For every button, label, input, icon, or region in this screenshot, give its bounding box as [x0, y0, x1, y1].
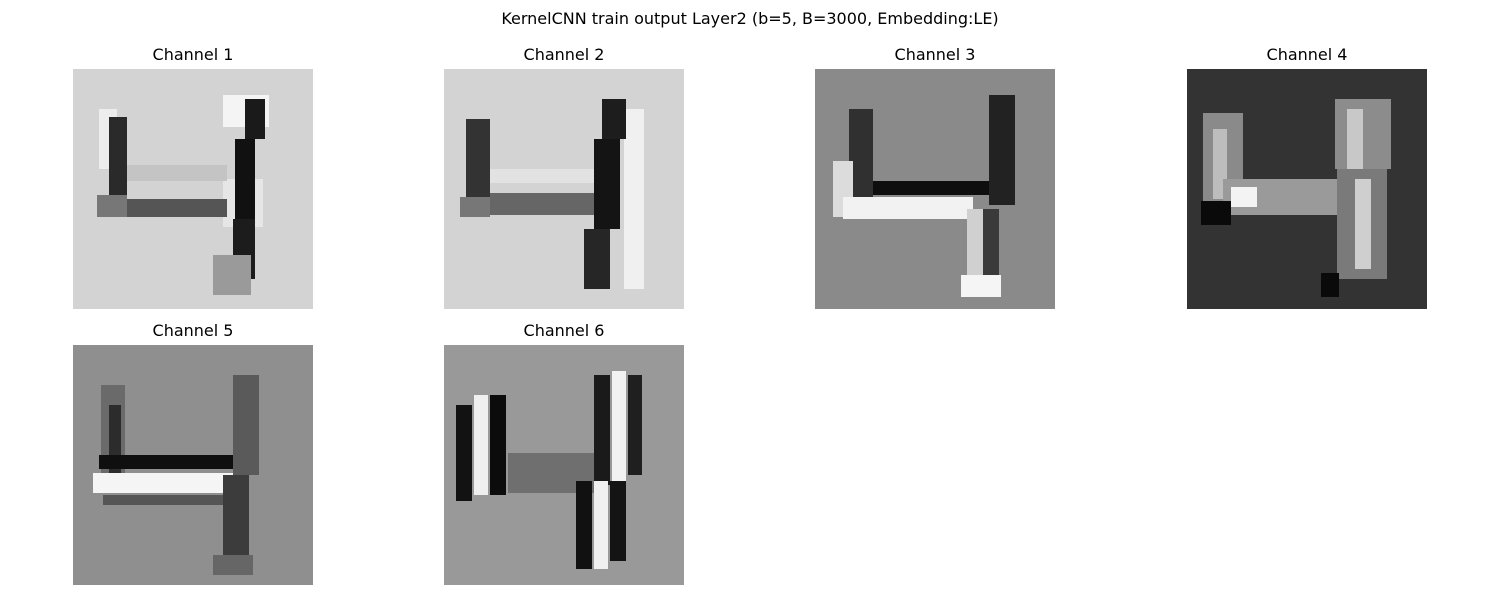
- channel-4-image: [1187, 69, 1427, 309]
- figure-title: KernelCNN train output Layer2 (b=5, B=30…: [501, 9, 999, 28]
- channel-2-stroke: [460, 99, 626, 289]
- channel-5-image: [73, 345, 313, 585]
- channel-1-image: [73, 69, 313, 309]
- channel-3-title: Channel 3: [894, 45, 976, 64]
- channel-4-stroke: [1201, 99, 1391, 297]
- channel-1-stroke: [97, 99, 265, 295]
- channel-1-title: Channel 1: [152, 45, 234, 64]
- channel-2-halo: [484, 109, 644, 289]
- channel-3-stroke: [833, 95, 1015, 297]
- channel-6-title: Channel 6: [523, 321, 605, 340]
- channel-3-image: [815, 69, 1055, 309]
- channel-6-stroke: [456, 371, 642, 569]
- channel-2-title: Channel 2: [523, 45, 605, 64]
- channel-2-image: [444, 69, 684, 309]
- channel-4-title: Channel 4: [1266, 45, 1348, 64]
- channel-5-stroke: [93, 375, 259, 575]
- channel-6-image: [444, 345, 684, 585]
- channel-5-title: Channel 5: [152, 321, 234, 340]
